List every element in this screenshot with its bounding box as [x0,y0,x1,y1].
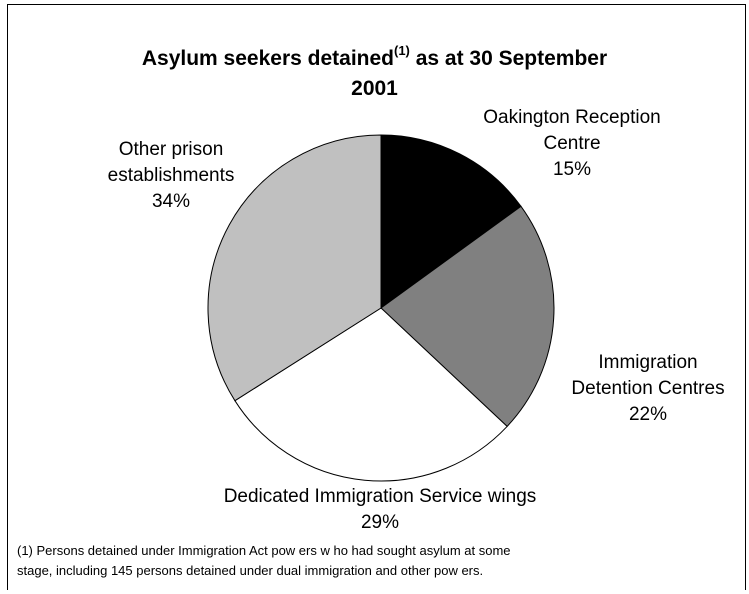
slice-label-detention-centres: Immigration Detention Centres 22% [548,350,748,428]
slice-percent-oakington: 15% [552,159,592,180]
pie-slice-other-prison [207,134,382,402]
chart-footnote: (1) Persons detained under Immigration A… [17,541,737,581]
pie-slice-detention-centres [380,205,555,428]
slice-label-other-line1: Other prison [118,139,224,160]
slice-percent-detention: 22% [628,404,668,425]
pie-slice-service-wings [234,307,508,482]
slice-label-oakington: Oakington Reception Centre 15% [440,105,704,183]
slice-label-service-wings-line1: Dedicated Immigration Service wings [223,486,537,507]
title-footnote-marker: (1) [393,43,410,58]
slice-label-detention-line2: Detention Centres [571,378,725,399]
slice-label-oakington-line1: Oakington Reception [483,107,661,128]
pie-slice-oakington [380,134,522,309]
slice-percent-other: 34% [151,191,191,212]
chart-title: Asylum seekers detained(1) as at 30 Sept… [0,44,749,104]
slice-percent-service-wings: 29% [360,512,400,533]
footnote-line2: stage, including 145 persons detained un… [17,563,484,578]
title-rest: as at 30 September [409,47,608,70]
slice-label-detention-line1: Immigration [598,352,698,373]
slice-label-other-prison: Other prison establishments 34% [56,137,286,215]
slice-label-oakington-line2: Centre [543,133,601,154]
footnote-line1: (1) Persons detained under Immigration A… [17,543,511,558]
slice-label-other-line2: establishments [107,165,235,186]
slice-label-service-wings: Dedicated Immigration Service wings 29% [150,484,610,536]
chart-frame [7,4,746,590]
title-year: 2001 [351,77,398,100]
title-main: Asylum seekers detained [141,47,394,70]
